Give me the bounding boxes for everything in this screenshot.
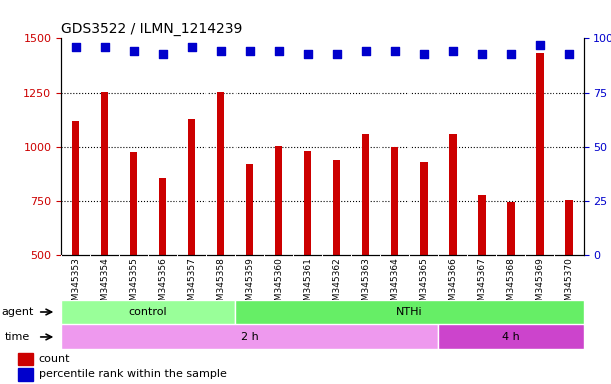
Point bbox=[303, 51, 313, 57]
Point bbox=[71, 44, 81, 50]
Text: GSM345364: GSM345364 bbox=[390, 258, 400, 312]
Text: GSM345366: GSM345366 bbox=[448, 258, 458, 313]
Text: GSM345354: GSM345354 bbox=[100, 258, 109, 312]
Text: 2 h: 2 h bbox=[241, 332, 258, 342]
Point bbox=[361, 48, 371, 55]
Bar bbox=[18, 369, 33, 381]
Bar bbox=[18, 353, 33, 365]
Bar bbox=[130, 152, 137, 255]
Bar bbox=[101, 91, 108, 255]
Point bbox=[216, 48, 225, 55]
Text: agent: agent bbox=[1, 307, 33, 317]
Text: 4 h: 4 h bbox=[502, 332, 520, 342]
Point bbox=[245, 48, 255, 55]
Bar bbox=[420, 162, 428, 255]
Text: NTHi: NTHi bbox=[396, 307, 423, 317]
Point bbox=[506, 51, 516, 57]
Point bbox=[129, 48, 139, 55]
Point bbox=[274, 48, 284, 55]
Point bbox=[187, 44, 197, 50]
Text: GSM345356: GSM345356 bbox=[158, 258, 167, 313]
Text: GSM345358: GSM345358 bbox=[216, 258, 225, 313]
Bar bbox=[565, 200, 573, 255]
Text: percentile rank within the sample: percentile rank within the sample bbox=[38, 369, 227, 379]
Text: GSM345357: GSM345357 bbox=[187, 258, 196, 313]
Point bbox=[477, 51, 487, 57]
Bar bbox=[507, 202, 514, 255]
Point bbox=[564, 51, 574, 57]
Text: GSM345361: GSM345361 bbox=[303, 258, 312, 313]
Text: control: control bbox=[129, 307, 167, 317]
Text: GSM345365: GSM345365 bbox=[419, 258, 428, 313]
Bar bbox=[304, 151, 312, 255]
Text: GSM345359: GSM345359 bbox=[245, 258, 254, 313]
Bar bbox=[275, 146, 282, 255]
Point bbox=[448, 48, 458, 55]
Point bbox=[332, 51, 342, 57]
Bar bbox=[72, 121, 79, 255]
Bar bbox=[235, 300, 584, 324]
Text: GSM345360: GSM345360 bbox=[274, 258, 284, 313]
Bar bbox=[362, 134, 370, 255]
Bar bbox=[217, 91, 224, 255]
Bar bbox=[159, 178, 166, 255]
Bar bbox=[188, 119, 196, 255]
Point bbox=[390, 48, 400, 55]
Bar bbox=[391, 147, 398, 255]
Bar bbox=[439, 324, 584, 349]
Point bbox=[535, 42, 545, 48]
Text: GSM345353: GSM345353 bbox=[71, 258, 80, 313]
Text: GSM345362: GSM345362 bbox=[332, 258, 342, 312]
Bar bbox=[536, 53, 544, 255]
Bar bbox=[61, 300, 235, 324]
Bar bbox=[478, 195, 486, 255]
Text: GSM345355: GSM345355 bbox=[129, 258, 138, 313]
Bar bbox=[61, 324, 439, 349]
Point bbox=[100, 44, 109, 50]
Text: GSM345369: GSM345369 bbox=[535, 258, 544, 313]
Text: GSM345367: GSM345367 bbox=[477, 258, 486, 313]
Bar bbox=[449, 134, 456, 255]
Text: count: count bbox=[38, 354, 70, 364]
Point bbox=[419, 51, 429, 57]
Text: GSM345363: GSM345363 bbox=[361, 258, 370, 313]
Point bbox=[158, 51, 167, 57]
Bar bbox=[246, 164, 254, 255]
Bar bbox=[333, 160, 340, 255]
Text: GSM345370: GSM345370 bbox=[565, 258, 574, 313]
Text: time: time bbox=[4, 332, 30, 342]
Text: GSM345368: GSM345368 bbox=[507, 258, 516, 313]
Text: GDS3522 / ILMN_1214239: GDS3522 / ILMN_1214239 bbox=[61, 22, 243, 36]
